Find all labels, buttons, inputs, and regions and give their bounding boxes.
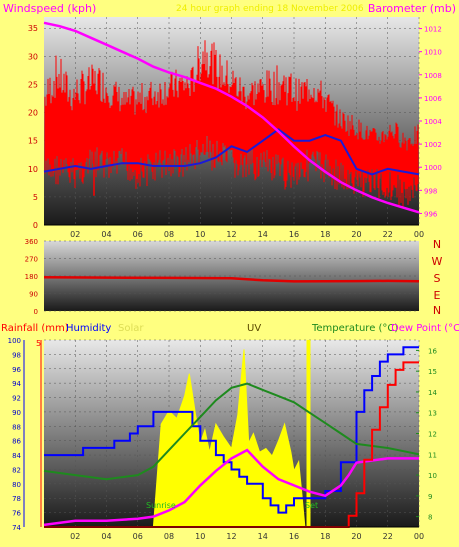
- temp-x-tick-label: 16: [289, 532, 299, 541]
- temp-x-tick-label: 04: [101, 532, 111, 541]
- legend-humidity: Humidity: [66, 323, 111, 334]
- uv-bar: [306, 340, 311, 527]
- wind-x-tick-label: 00: [414, 230, 424, 239]
- wind-tick-label: 15: [28, 137, 38, 146]
- direction-tick-label: 90: [29, 291, 38, 299]
- temp-x-tick-label: 20: [351, 532, 361, 541]
- solar-area: [152, 349, 306, 528]
- temp-x-tick-label: 14: [258, 532, 268, 541]
- temperature-tick-label: 15: [428, 368, 437, 376]
- wind-x-tick-label: 22: [383, 230, 393, 239]
- wind-tick-label: 20: [28, 109, 38, 118]
- legend-temperature: Temperature (°C): [311, 323, 398, 334]
- temp-x-tick-label: 22: [383, 532, 393, 541]
- temperature-tick-label: 13: [428, 410, 437, 418]
- humidity-tick-label: 100: [8, 337, 21, 345]
- temperature-line: [43, 382, 420, 481]
- barometer-tick-label: 1012: [424, 26, 442, 34]
- humidity-line: [44, 346, 419, 514]
- temp-x-tick-label: 06: [133, 532, 143, 541]
- barometer-tick-label: 1000: [424, 164, 442, 172]
- wind-x-tick-label: 18: [320, 230, 330, 239]
- humidity-tick-label: 88: [12, 423, 21, 431]
- rainfall-line: [44, 361, 419, 528]
- wind-x-tick-label: 04: [101, 230, 111, 239]
- rain-axis-max: 5: [36, 339, 41, 348]
- compass-n-bottom: N: [433, 304, 441, 317]
- avg-wind-line: [43, 128, 420, 176]
- legend-uv: UV: [247, 323, 261, 334]
- temperature-tick-label: 12: [428, 431, 437, 439]
- graph-subtitle: 24 hour graph ending 18 November 2006: [176, 4, 364, 14]
- direction-tick-label: 360: [25, 238, 38, 246]
- humidity-tick-label: 86: [12, 438, 21, 446]
- humidity-tick-label: 76: [12, 510, 21, 518]
- barometer-line: [43, 21, 420, 214]
- humidity-tick-label: 82: [12, 466, 21, 474]
- direction-tick-label: 270: [25, 256, 38, 264]
- temp-x-tick-label: 08: [164, 532, 174, 541]
- humidity-tick-label: 90: [12, 409, 21, 417]
- wind-direction-line: [43, 275, 420, 283]
- wind-tick-label: 5: [33, 193, 38, 202]
- wind-x-tick-label: 12: [226, 230, 236, 239]
- temp-x-tick-label: 12: [226, 532, 236, 541]
- humidity-tick-label: 92: [12, 395, 21, 403]
- temperature-tick-label: 8: [428, 514, 432, 522]
- wind-axis-title: Windspeed (kph): [3, 2, 96, 15]
- barometer-tick-label: 1004: [424, 118, 442, 126]
- direction-panel: [44, 241, 419, 311]
- direction-tick-label: 0: [34, 308, 38, 316]
- barometer-tick-label: 1008: [424, 72, 442, 80]
- temperature-tick-label: 9: [428, 493, 432, 501]
- sunset-label: Set: [305, 501, 318, 510]
- compass-e: E: [434, 289, 441, 302]
- legend-solar: Solar: [118, 323, 144, 334]
- dewpoint-line: [43, 448, 419, 527]
- compass-w: W: [432, 255, 443, 268]
- wind-x-tick-label: 10: [195, 230, 205, 239]
- humidity-tick-label: 98: [12, 351, 21, 359]
- wind-x-tick-label: 02: [70, 230, 80, 239]
- humidity-tick-label: 96: [12, 366, 21, 374]
- wind-x-tick-label: 14: [258, 230, 268, 239]
- wind-x-tick-label: 06: [133, 230, 143, 239]
- wind-tick-label: 0: [33, 221, 38, 230]
- wind-tick-label: 25: [28, 80, 38, 89]
- temp-x-tick-label: 02: [70, 532, 80, 541]
- barometer-tick-label: 1010: [424, 49, 442, 57]
- temp-x-tick-label: 10: [195, 532, 205, 541]
- direction-tick-label: 180: [25, 273, 38, 281]
- barometer-tick-label: 996: [424, 210, 438, 218]
- legend-rainfall: Rainfall (mm): [1, 323, 69, 334]
- temperature-tick-label: 10: [428, 472, 437, 480]
- wind-tick-label: 10: [28, 165, 38, 174]
- temperature-tick-label: 16: [428, 347, 437, 355]
- wind-x-tick-label: 08: [164, 230, 174, 239]
- humidity-tick-label: 94: [12, 380, 21, 388]
- compass-n-top: N: [433, 238, 441, 251]
- barometer-tick-label: 1006: [424, 95, 442, 103]
- humidity-tick-label: 74: [12, 524, 21, 532]
- temp-x-tick-label: 00: [414, 532, 424, 541]
- humidity-tick-label: 80: [12, 481, 21, 489]
- wind-x-tick-label: 20: [351, 230, 361, 239]
- compass-s: S: [434, 272, 441, 285]
- barometer-tick-label: 1002: [424, 141, 442, 149]
- humidity-tick-label: 78: [12, 495, 21, 503]
- barometer-tick-label: 998: [424, 187, 437, 195]
- legend-dewpoint: Dew Point (°C: [391, 323, 459, 334]
- wind-tick-label: 35: [28, 24, 38, 33]
- wind-tick-label: 30: [28, 52, 38, 61]
- temperature-tick-label: 14: [428, 389, 437, 397]
- sunrise-label: Sunrise: [146, 501, 176, 510]
- wind-x-tick-label: 16: [289, 230, 299, 239]
- temp-x-tick-label: 18: [320, 532, 330, 541]
- barometer-axis-title: Barometer (mb): [368, 2, 456, 15]
- humidity-tick-label: 84: [12, 452, 21, 460]
- temperature-tick-label: 11: [428, 451, 437, 459]
